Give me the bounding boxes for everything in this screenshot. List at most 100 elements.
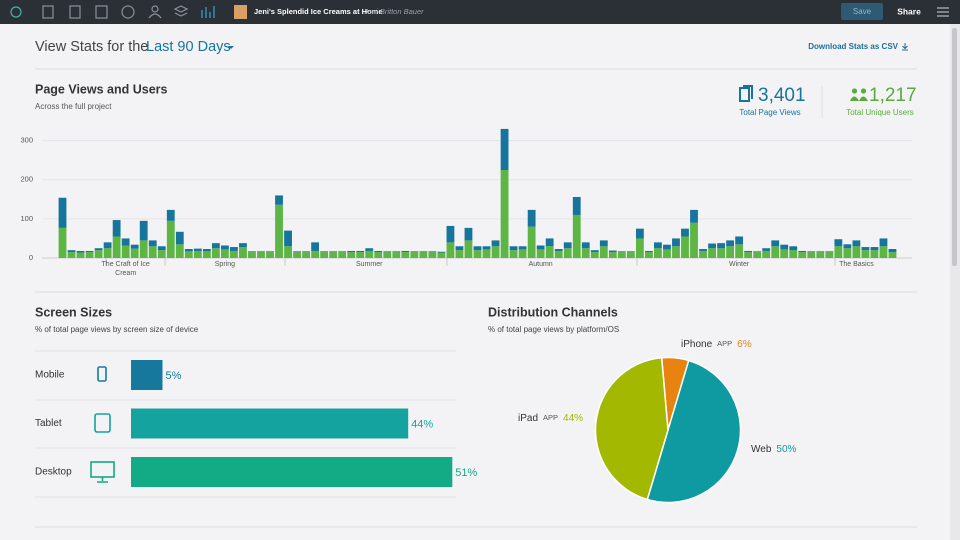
bar-segment xyxy=(284,246,292,258)
nav-icon-active[interactable] xyxy=(201,6,215,18)
bar-segment xyxy=(825,251,834,253)
bar-segment xyxy=(239,243,247,248)
bar-segment xyxy=(816,252,825,258)
bar-segment xyxy=(509,250,518,258)
bar-segment xyxy=(870,250,879,258)
views-icon xyxy=(739,85,753,102)
x-category: The Basics xyxy=(839,261,874,268)
bar-segment xyxy=(879,246,888,258)
bar-segment xyxy=(780,244,789,250)
pie-slice xyxy=(594,356,669,501)
section-subtitle: % of total page views by screen size of … xyxy=(35,325,199,334)
bar-segment xyxy=(275,195,283,205)
bar-segment xyxy=(482,249,491,258)
bar-segment xyxy=(581,242,590,249)
bar-segment xyxy=(383,251,392,253)
bar-segment xyxy=(572,196,581,215)
bar-segment xyxy=(130,248,139,258)
bar-segment xyxy=(293,251,301,253)
category-label: Mobile xyxy=(35,370,65,381)
bar-segment xyxy=(527,209,536,227)
bar-segment xyxy=(401,250,410,253)
nav-icon[interactable] xyxy=(121,5,135,19)
bar-segment xyxy=(491,246,500,258)
bar-segment xyxy=(834,239,843,247)
bar-segment xyxy=(257,251,265,253)
bar-segment xyxy=(843,248,852,258)
bar-segment xyxy=(762,248,771,251)
section-title: Page Views and Users xyxy=(35,82,168,96)
bar-segment xyxy=(184,249,193,252)
menu-button[interactable] xyxy=(937,7,949,17)
bar-segment xyxy=(148,246,157,258)
scrollbar-thumb[interactable] xyxy=(952,28,957,266)
bar-segment xyxy=(482,246,491,250)
bar-segment xyxy=(518,246,527,250)
bar-segment xyxy=(879,238,888,247)
bar-segment xyxy=(807,251,816,253)
nav-icon[interactable] xyxy=(95,5,108,19)
bar-segment xyxy=(184,251,193,258)
save-button[interactable] xyxy=(841,3,883,20)
bar-segment xyxy=(699,250,707,258)
x-category: Autumn xyxy=(529,261,553,268)
nav-icon[interactable] xyxy=(42,5,54,19)
slice-value: 50% xyxy=(776,444,796,455)
bar-segment xyxy=(644,250,653,253)
nav-icon[interactable] xyxy=(69,5,81,19)
desktop-icon xyxy=(90,461,115,478)
bar-segment xyxy=(518,249,527,258)
bar-segment xyxy=(644,252,653,258)
bar-segment xyxy=(789,246,798,251)
nav-icon[interactable] xyxy=(151,5,159,13)
share-button[interactable]: Share xyxy=(897,6,921,16)
bar-segment xyxy=(599,246,608,258)
y-tick-label: 200 xyxy=(20,175,33,184)
bar-segment xyxy=(672,238,680,247)
bar-segment xyxy=(455,246,464,251)
bar-segment xyxy=(293,252,301,258)
bar-segment xyxy=(455,250,464,258)
bar-segment xyxy=(762,250,771,258)
bar-segment xyxy=(202,249,211,252)
project-author: Jeni Britton Bauer xyxy=(363,7,424,16)
bar-segment xyxy=(635,228,644,239)
category-label: Tablet xyxy=(35,418,62,429)
category-label: Desktop xyxy=(35,467,72,478)
x-category: The Craft of Ice Cream xyxy=(102,261,150,277)
bar-segment xyxy=(166,220,175,258)
bar-segment xyxy=(419,252,428,258)
nav-icon[interactable] xyxy=(173,5,189,17)
bar-segment xyxy=(383,252,392,258)
pie-slice xyxy=(646,359,741,504)
download-icon[interactable] xyxy=(902,43,908,51)
bar-segment xyxy=(356,250,365,253)
bar-segment xyxy=(166,209,175,221)
bar-segment xyxy=(121,245,130,258)
bar-segment xyxy=(428,252,437,258)
bar-segment xyxy=(428,251,437,253)
bar-segment xyxy=(67,250,76,253)
bar-segment xyxy=(302,252,311,258)
logo xyxy=(10,6,22,18)
nav-icon[interactable] xyxy=(148,13,162,19)
bar-segment xyxy=(157,250,166,258)
bar-segment xyxy=(211,243,220,249)
bar-segment xyxy=(690,209,698,223)
slice-name: iPad xyxy=(518,413,538,424)
bar-segment xyxy=(590,250,599,253)
period-caret[interactable] xyxy=(228,46,234,49)
bar-segment xyxy=(302,251,311,253)
bar-segment xyxy=(193,248,202,251)
total-value: 1,217 xyxy=(869,85,917,106)
bar-segment xyxy=(717,248,725,258)
slice-name: Web xyxy=(751,444,772,455)
bar-segment xyxy=(329,251,338,253)
value-label: 5% xyxy=(166,370,182,382)
bar-segment xyxy=(175,231,184,245)
download-link[interactable]: Download Stats as CSV xyxy=(808,42,898,51)
tablet-icon xyxy=(94,413,111,433)
period-selector[interactable]: Last 90 Days xyxy=(146,39,231,55)
bar-segment xyxy=(681,236,689,258)
